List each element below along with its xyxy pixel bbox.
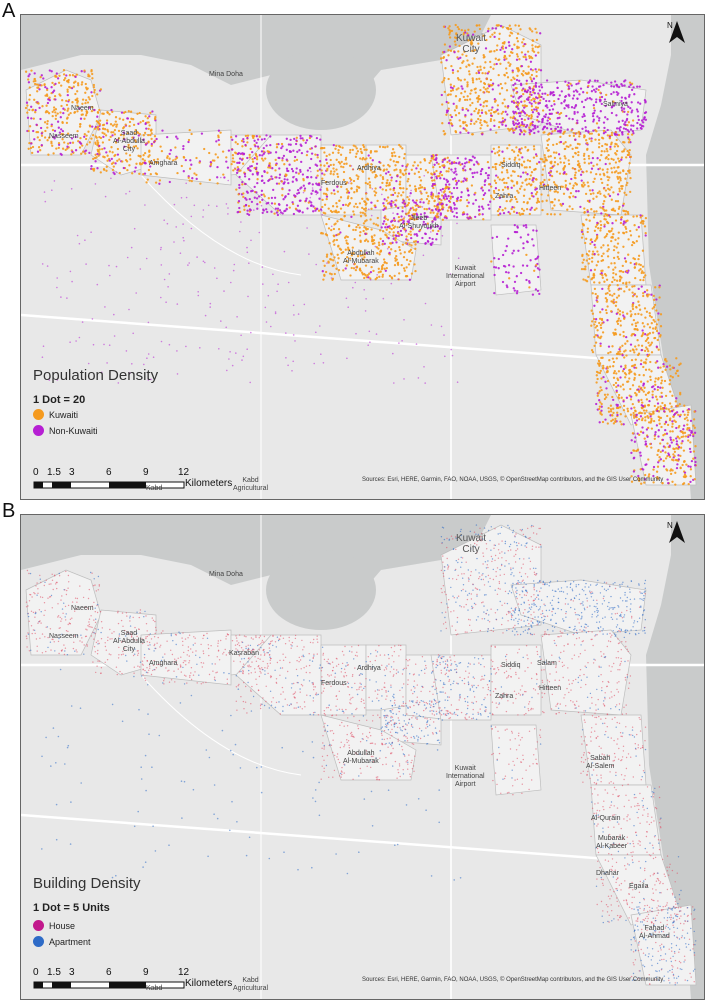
place-label: Kabd Agricultural (233, 477, 269, 492)
place-label: Salmiya (603, 101, 628, 108)
place-label: Kuwait International Airport (446, 765, 485, 788)
scale-tick: 12 (178, 967, 190, 978)
legend-dot-scale: 1 Dot = 20 (33, 394, 86, 406)
place-label: Sabah Al-Salem (586, 755, 615, 770)
legend-label: Kuwaiti (49, 409, 79, 420)
scale-tick: 0 (33, 467, 39, 478)
place-label: Hitteen (539, 185, 562, 192)
scale-bar-graphic (33, 981, 185, 989)
legend-item-house: House (33, 920, 75, 931)
place-label: Nasseem (49, 133, 79, 140)
place-label: Ferdous (321, 180, 347, 187)
place-label: Naeem (71, 605, 94, 612)
place-label: Fahad Al-Ahmad (639, 925, 670, 940)
place-label: Egaila (629, 883, 649, 890)
panel-b-letter: B (2, 500, 16, 522)
place-label: Ferdous (321, 680, 347, 687)
place-label: Siddiq (501, 162, 521, 169)
place-label: Saad Al-Abdulla City (113, 630, 145, 653)
legend-label: Apartment (49, 936, 91, 947)
north-label: N (667, 21, 673, 30)
place-label: Amghara (149, 160, 178, 167)
place-label: Amghara (149, 660, 178, 667)
scale-tick: 3 (69, 967, 75, 978)
building-density-map[interactable]: N Building Density 1 Dot = 5 Units House… (20, 514, 705, 1000)
map-b-basemap (21, 515, 704, 999)
legend-dot-apartment (33, 936, 44, 947)
legend-label: Non-Kuwaiti (49, 425, 98, 436)
place-label: Mubarak Al-Kabeer (596, 835, 628, 850)
place-label: Abdullah Al-Mubarak (343, 250, 379, 265)
legend-dot-non-kuwaiti (33, 425, 44, 436)
legend-dot-scale: 1 Dot = 5 Units (33, 902, 110, 914)
place-label: Zahra (495, 693, 514, 700)
place-label: Nasseem (49, 633, 79, 640)
place-label: Kuwait City (456, 533, 487, 555)
place-label: Ardhiya (357, 665, 381, 672)
scale-unit: Kilometers (185, 478, 233, 489)
place-label: Kabd (146, 485, 163, 492)
legend-label: House (49, 920, 76, 931)
place-label: Salam (537, 660, 557, 667)
place-label: Kabd (146, 985, 163, 992)
place-label: Kuwait International Airport (446, 265, 485, 288)
legend-item-apartment: Apartment (33, 936, 91, 947)
legend-item-non-kuwaiti: Non-Kuwaiti (33, 425, 98, 436)
map-a-basemap (21, 15, 704, 499)
scale-tick: 9 (143, 967, 149, 978)
place-label: Hitteen (539, 685, 562, 692)
scale-tick: 9 (143, 467, 149, 478)
legend-title: Building Density (33, 875, 141, 892)
place-label: Jleeb Al-Shuyoukh (399, 215, 439, 230)
place-label: Mina Doha (209, 71, 243, 78)
scale-tick: 3 (69, 467, 75, 478)
place-label: Abdullah Al-Mubarak (343, 750, 379, 765)
legend-item-kuwaiti: Kuwaiti (33, 409, 78, 420)
sources-attribution: Sources: Esri, HERE, Garmin, FAO, NOAA, … (362, 477, 664, 483)
legend-dot-house (33, 920, 44, 931)
scale-tick: 6 (106, 967, 112, 978)
legend-title: Population Density (33, 367, 159, 384)
place-label: Mina Doha (209, 571, 243, 578)
scale-tick: 0 (33, 967, 39, 978)
scale-unit: Kilometers (185, 978, 233, 989)
scale-tick: 1.5 (47, 467, 61, 478)
north-label: N (667, 521, 673, 530)
place-label: Naeem (71, 105, 94, 112)
place-label: Kasraban (229, 650, 259, 657)
place-label: Al-Qurain (591, 815, 621, 822)
scale-tick: 12 (178, 467, 190, 478)
place-label: Siddiq (501, 662, 521, 669)
north-arrow-icon (669, 21, 685, 43)
place-label: Kabd Agricultural (233, 977, 269, 992)
population-density-map[interactable]: N Population Density 1 Dot = 20 Kuwaiti … (20, 14, 705, 500)
scale-tick: 1.5 (47, 967, 61, 978)
north-arrow-b: N (667, 521, 685, 543)
sources-attribution: Sources: Esri, HERE, Garmin, FAO, NOAA, … (362, 977, 664, 983)
legend-dot-kuwaiti (33, 409, 44, 420)
place-label: Zahra (495, 193, 514, 200)
scale-bar-graphic (33, 481, 185, 489)
place-label: Ardhiya (357, 165, 381, 172)
north-arrow-a: N (667, 21, 685, 43)
place-label: Dhahar (596, 870, 619, 877)
panel-a-letter: A (2, 0, 16, 22)
north-arrow-icon (669, 521, 685, 543)
place-label: Kuwait City (456, 33, 487, 55)
place-label: Saad Al-Abdulla City (113, 130, 145, 153)
scale-tick: 6 (106, 467, 112, 478)
